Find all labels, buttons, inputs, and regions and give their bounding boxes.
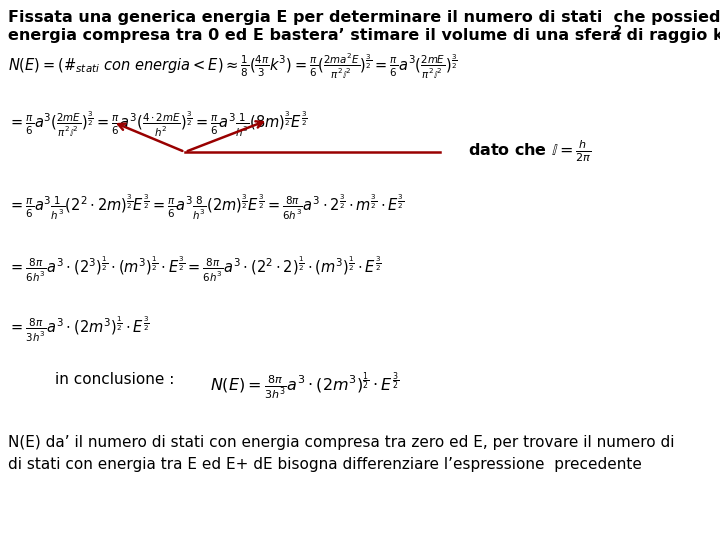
Text: $= \frac{\pi}{6}a^3\frac{1}{h^3}(2^2 \cdot 2m)^{\frac{3}{2}}E^{\frac{3}{2}} = \f: $= \frac{\pi}{6}a^3\frac{1}{h^3}(2^2 \cd… xyxy=(8,193,405,222)
Text: di stati con energia tra E ed E+ dE bisogna differenziare l’espressione  precede: di stati con energia tra E ed E+ dE biso… xyxy=(8,457,642,472)
Text: $= \frac{8\pi}{6h^3}a^3 \cdot (2^3)^{\frac{1}{2}} \cdot (m^3)^{\frac{1}{2}} \cdo: $= \frac{8\pi}{6h^3}a^3 \cdot (2^3)^{\fr… xyxy=(8,255,382,284)
Text: $= \frac{\pi}{6}a^3(\frac{2mE}{\pi^2\mathbb{I}^2})^{\frac{3}{2}} = \frac{\pi}{6}: $= \frac{\pi}{6}a^3(\frac{2mE}{\pi^2\mat… xyxy=(8,110,308,139)
Text: $\mathbf{dato\ che}\ \mathbb{I} = \frac{h}{2\pi}$: $\mathbf{dato\ che}\ \mathbb{I} = \frac{… xyxy=(468,138,592,164)
Text: Fissata una generica energia E per determinare il numero di stati  che possiedon: Fissata una generica energia E per deter… xyxy=(8,10,720,25)
Text: 2: 2 xyxy=(613,24,621,37)
Text: $N(E) = \frac{8\pi}{3h^3}a^3 \cdot (2m^3)^{\frac{1}{2}} \cdot E^{\frac{3}{2}}$: $N(E) = \frac{8\pi}{3h^3}a^3 \cdot (2m^3… xyxy=(210,370,399,402)
Text: $= \frac{8\pi}{3h^3}a^3 \cdot (2m^3)^{\frac{1}{2}} \cdot E^{\frac{3}{2}}$: $= \frac{8\pi}{3h^3}a^3 \cdot (2m^3)^{\f… xyxy=(8,315,150,344)
Text: N(E) da’ il numero di stati con energia compresa tra zero ed E, per trovare il n: N(E) da’ il numero di stati con energia … xyxy=(8,435,675,450)
Text: energia compresa tra 0 ed E bastera’ stimare il volume di una sfera di raggio k: energia compresa tra 0 ed E bastera’ sti… xyxy=(8,28,720,43)
Text: in conclusione :: in conclusione : xyxy=(55,372,174,387)
Text: $N(E) = (\#_{stati}\ con\ energia < E) \approx \frac{1}{8}(\frac{4\pi}{3}k^3) = : $N(E) = (\#_{stati}\ con\ energia < E) \… xyxy=(8,52,458,81)
